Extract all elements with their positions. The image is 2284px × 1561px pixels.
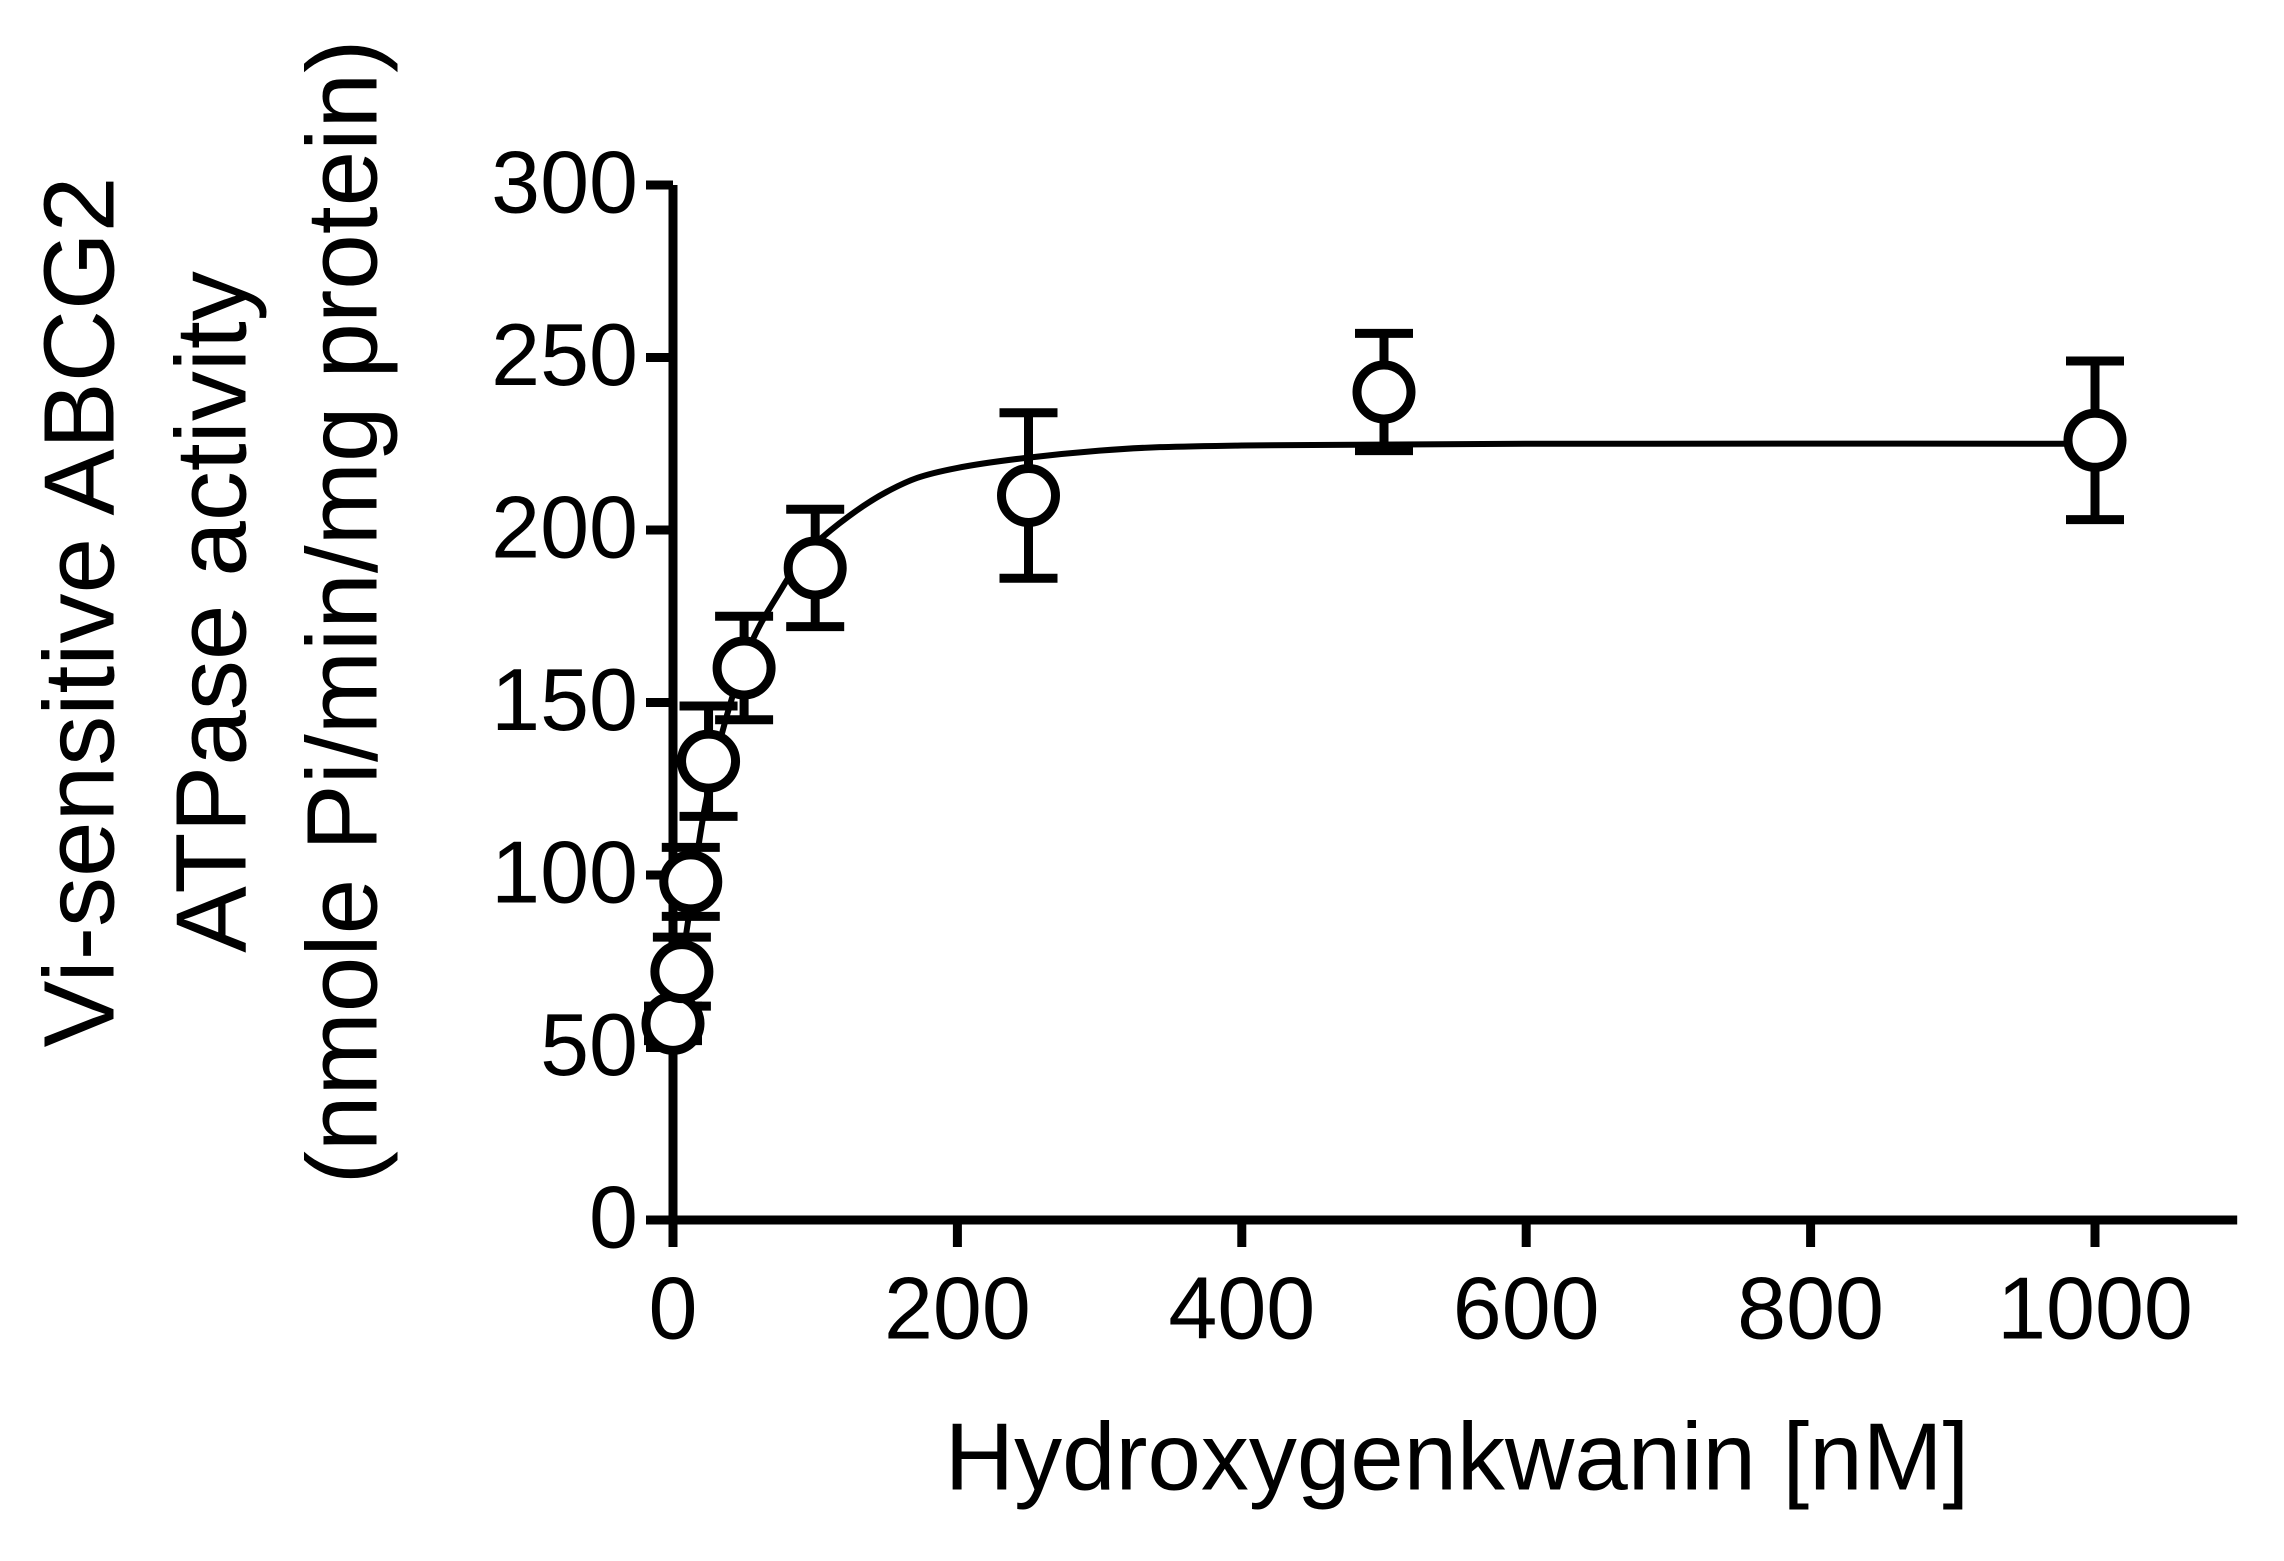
data-point [997,464,1060,527]
data-point [650,940,714,1004]
x-tick-label: 600 [1453,1258,1600,1357]
x-axis-title: Hydroxygenkwanin [nM] [945,1403,1969,1510]
y-tick-label: 300 [491,132,638,231]
y-tick-label: 150 [491,650,638,749]
y-tick-label: 50 [540,995,638,1094]
data-point [783,536,847,600]
y-axis-title-line: ATPase activity [155,271,267,953]
y-axis-title-line: (nmole Pi/min/mg protein) [286,40,398,1185]
x-tick-label: 0 [649,1258,698,1357]
data-point [677,729,741,793]
data-point [659,850,723,914]
y-axis-title-line: Vi-sensitive ABCG2 [23,177,135,1048]
y-tick-label: 0 [589,1167,638,1266]
y-axis-title: Vi-sensitive ABCG2 ATPase activity (nmole … [23,40,398,1185]
data-point [1352,360,1416,424]
data-point [712,636,776,700]
fit-curve [670,440,2096,1031]
data-point [2063,408,2127,472]
x-tick-label: 200 [884,1258,1031,1357]
x-tick-label: 800 [1737,1258,1884,1357]
x-tick-label: 400 [1168,1258,1315,1357]
y-tick-label: 250 [491,305,638,404]
y-tick-label: 100 [491,822,638,921]
y-tick-label: 200 [491,477,638,576]
data-point [641,991,705,1055]
x-tick-label: 1000 [1997,1258,2193,1357]
